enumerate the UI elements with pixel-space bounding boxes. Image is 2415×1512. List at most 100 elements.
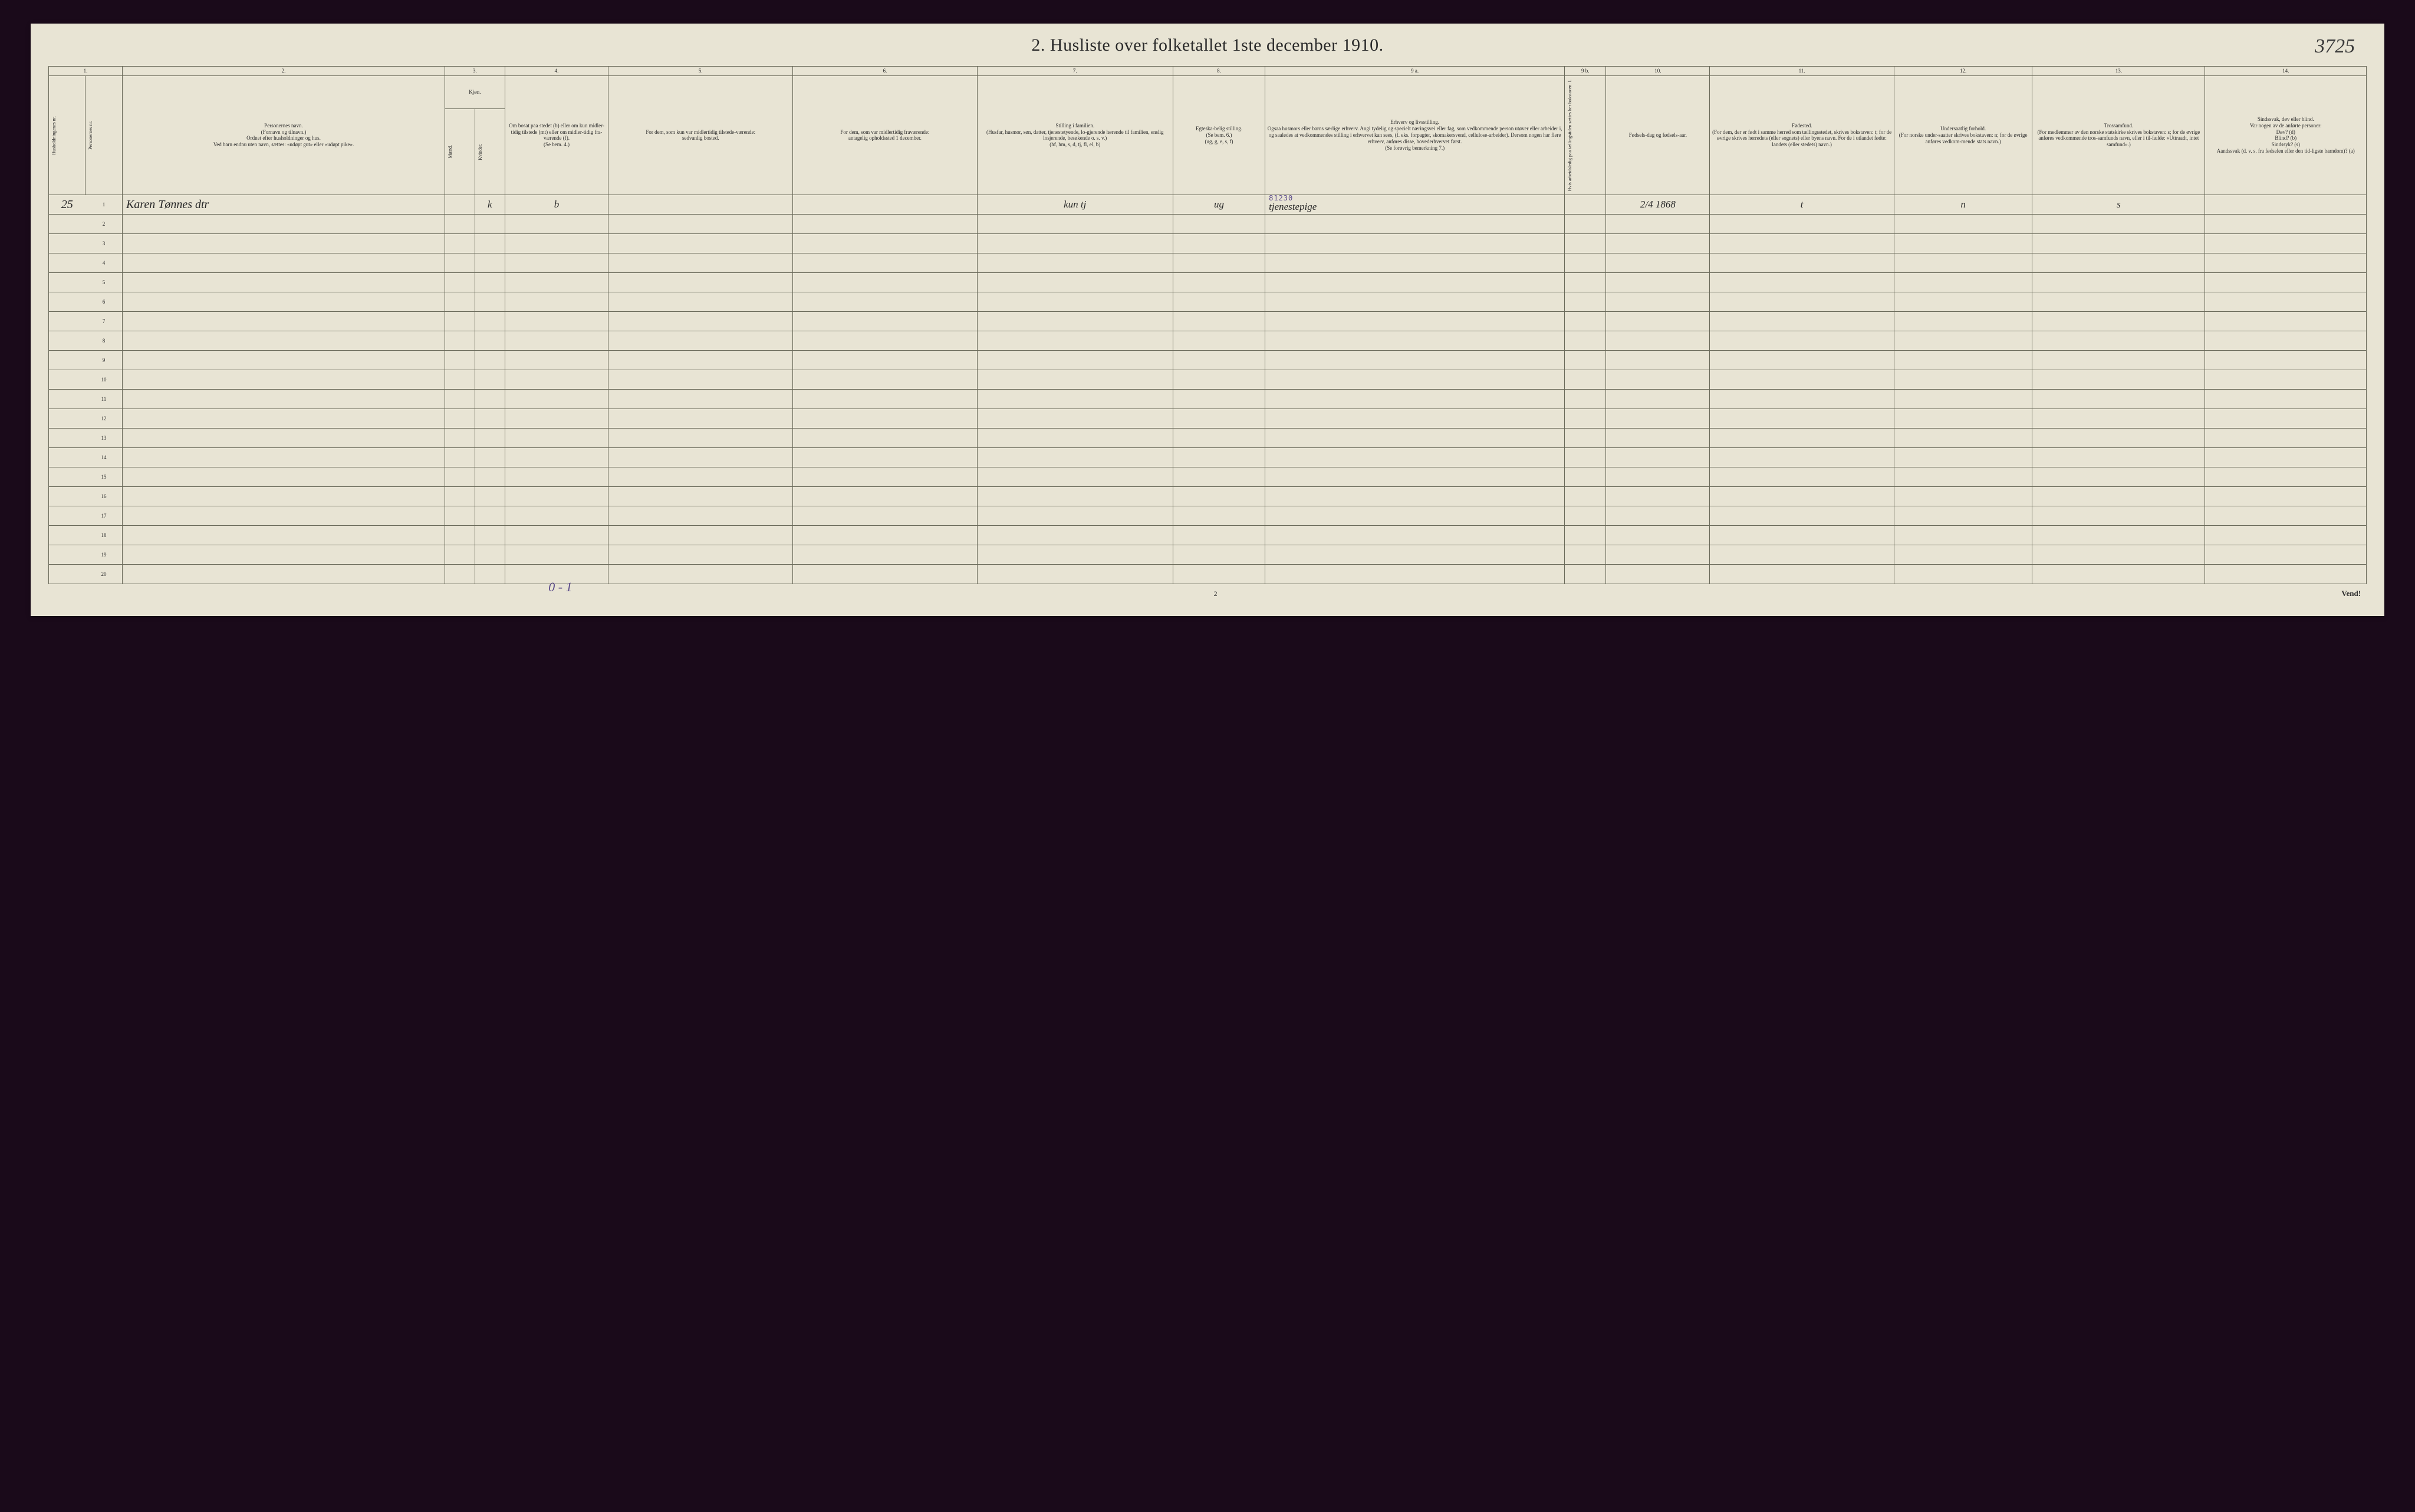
cell-c14 — [2205, 195, 2367, 215]
empty-cell — [977, 409, 1173, 429]
empty-cell — [1173, 331, 1265, 351]
empty-cell — [1710, 312, 1894, 331]
empty-cell — [1265, 429, 1565, 448]
empty-cell — [1894, 565, 2032, 584]
empty-cell — [1606, 565, 1710, 584]
empty-cell — [608, 565, 793, 584]
empty-cell — [2205, 429, 2367, 448]
empty-cell — [1565, 429, 1606, 448]
cell-birthplace: t — [1710, 195, 1894, 215]
empty-cell — [1173, 215, 1265, 234]
empty-cell — [1894, 234, 2032, 253]
empty-cell — [505, 312, 608, 331]
empty-cell — [122, 273, 445, 292]
colnum-6: 6. — [793, 67, 978, 76]
cell-person-num: 4 — [85, 253, 123, 273]
empty-cell — [445, 390, 475, 409]
empty-cell — [1894, 370, 2032, 390]
empty-cell — [2032, 390, 2205, 409]
empty-cell — [122, 312, 445, 331]
empty-cell — [608, 215, 793, 234]
empty-cell — [1173, 292, 1265, 312]
table-row: 5 — [48, 273, 2366, 292]
cell-person-num: 17 — [85, 506, 123, 526]
empty-cell — [1173, 312, 1265, 331]
table-row: 8 — [48, 331, 2366, 351]
table-row: 11 — [48, 390, 2366, 409]
empty-cell — [122, 565, 445, 584]
empty-cell — [1710, 292, 1894, 312]
empty-cell — [1606, 526, 1710, 545]
empty-cell — [1894, 545, 2032, 565]
empty-cell — [122, 467, 445, 487]
empty-cell — [608, 467, 793, 487]
hdr-temp-absent: For dem, som var midlertidig fraværende:… — [793, 75, 978, 195]
empty-cell — [977, 312, 1173, 331]
empty-cell — [1710, 351, 1894, 370]
empty-cell — [1265, 215, 1565, 234]
empty-cell — [977, 351, 1173, 370]
empty-cell — [1265, 390, 1565, 409]
empty-cell — [608, 506, 793, 526]
empty-cell — [1265, 312, 1565, 331]
empty-cell — [2205, 234, 2367, 253]
cell-household-num — [48, 467, 85, 487]
empty-cell — [505, 526, 608, 545]
empty-cell — [445, 487, 475, 506]
empty-cell — [793, 448, 978, 467]
empty-cell — [1173, 526, 1265, 545]
empty-cell — [2032, 312, 2205, 331]
empty-cell — [475, 331, 505, 351]
cell-person-num: 9 — [85, 351, 123, 370]
empty-cell — [505, 448, 608, 467]
empty-cell — [475, 467, 505, 487]
empty-cell — [445, 351, 475, 370]
hdr-person-num: Personernes nr. — [85, 75, 123, 195]
empty-cell — [1265, 565, 1565, 584]
table-row: 16 — [48, 487, 2366, 506]
empty-cell — [1710, 506, 1894, 526]
empty-cell — [2205, 390, 2367, 409]
empty-cell — [1894, 312, 2032, 331]
empty-cell — [608, 331, 793, 351]
empty-cell — [1265, 234, 1565, 253]
empty-cell — [1606, 448, 1710, 467]
empty-cell — [475, 487, 505, 506]
bottom-annotation: 0 - 1 — [548, 579, 572, 595]
empty-cell — [977, 429, 1173, 448]
empty-cell — [977, 331, 1173, 351]
empty-cell — [1606, 370, 1710, 390]
empty-cell — [2032, 253, 2205, 273]
empty-cell — [793, 331, 978, 351]
cell-person-num: 2 — [85, 215, 123, 234]
empty-cell — [475, 409, 505, 429]
empty-cell — [1710, 390, 1894, 409]
empty-cell — [122, 487, 445, 506]
empty-cell — [1265, 487, 1565, 506]
empty-cell — [1710, 448, 1894, 467]
empty-cell — [977, 215, 1173, 234]
empty-cell — [1265, 370, 1565, 390]
cell-birth: 2/4 1868 — [1606, 195, 1710, 215]
cell-household-num — [48, 370, 85, 390]
empty-cell — [1173, 506, 1265, 526]
empty-cell — [122, 351, 445, 370]
empty-cell — [122, 292, 445, 312]
cell-household-num — [48, 351, 85, 370]
cell-family-position: kun tj — [977, 195, 1173, 215]
cell-marital: ug — [1173, 195, 1265, 215]
empty-cell — [2032, 429, 2205, 448]
hdr-nationality: Undersaatlig forhold. (For norske under-… — [1894, 75, 2032, 195]
empty-cell — [445, 234, 475, 253]
empty-cell — [793, 429, 978, 448]
empty-cell — [1710, 370, 1894, 390]
empty-cell — [1173, 467, 1265, 487]
empty-cell — [977, 506, 1173, 526]
empty-cell — [505, 487, 608, 506]
colnum-9b: 9 b. — [1565, 67, 1606, 76]
cell-person-num: 20 — [85, 565, 123, 584]
empty-cell — [1894, 215, 2032, 234]
empty-cell — [1265, 467, 1565, 487]
colnum-5: 5. — [608, 67, 793, 76]
empty-cell — [445, 331, 475, 351]
